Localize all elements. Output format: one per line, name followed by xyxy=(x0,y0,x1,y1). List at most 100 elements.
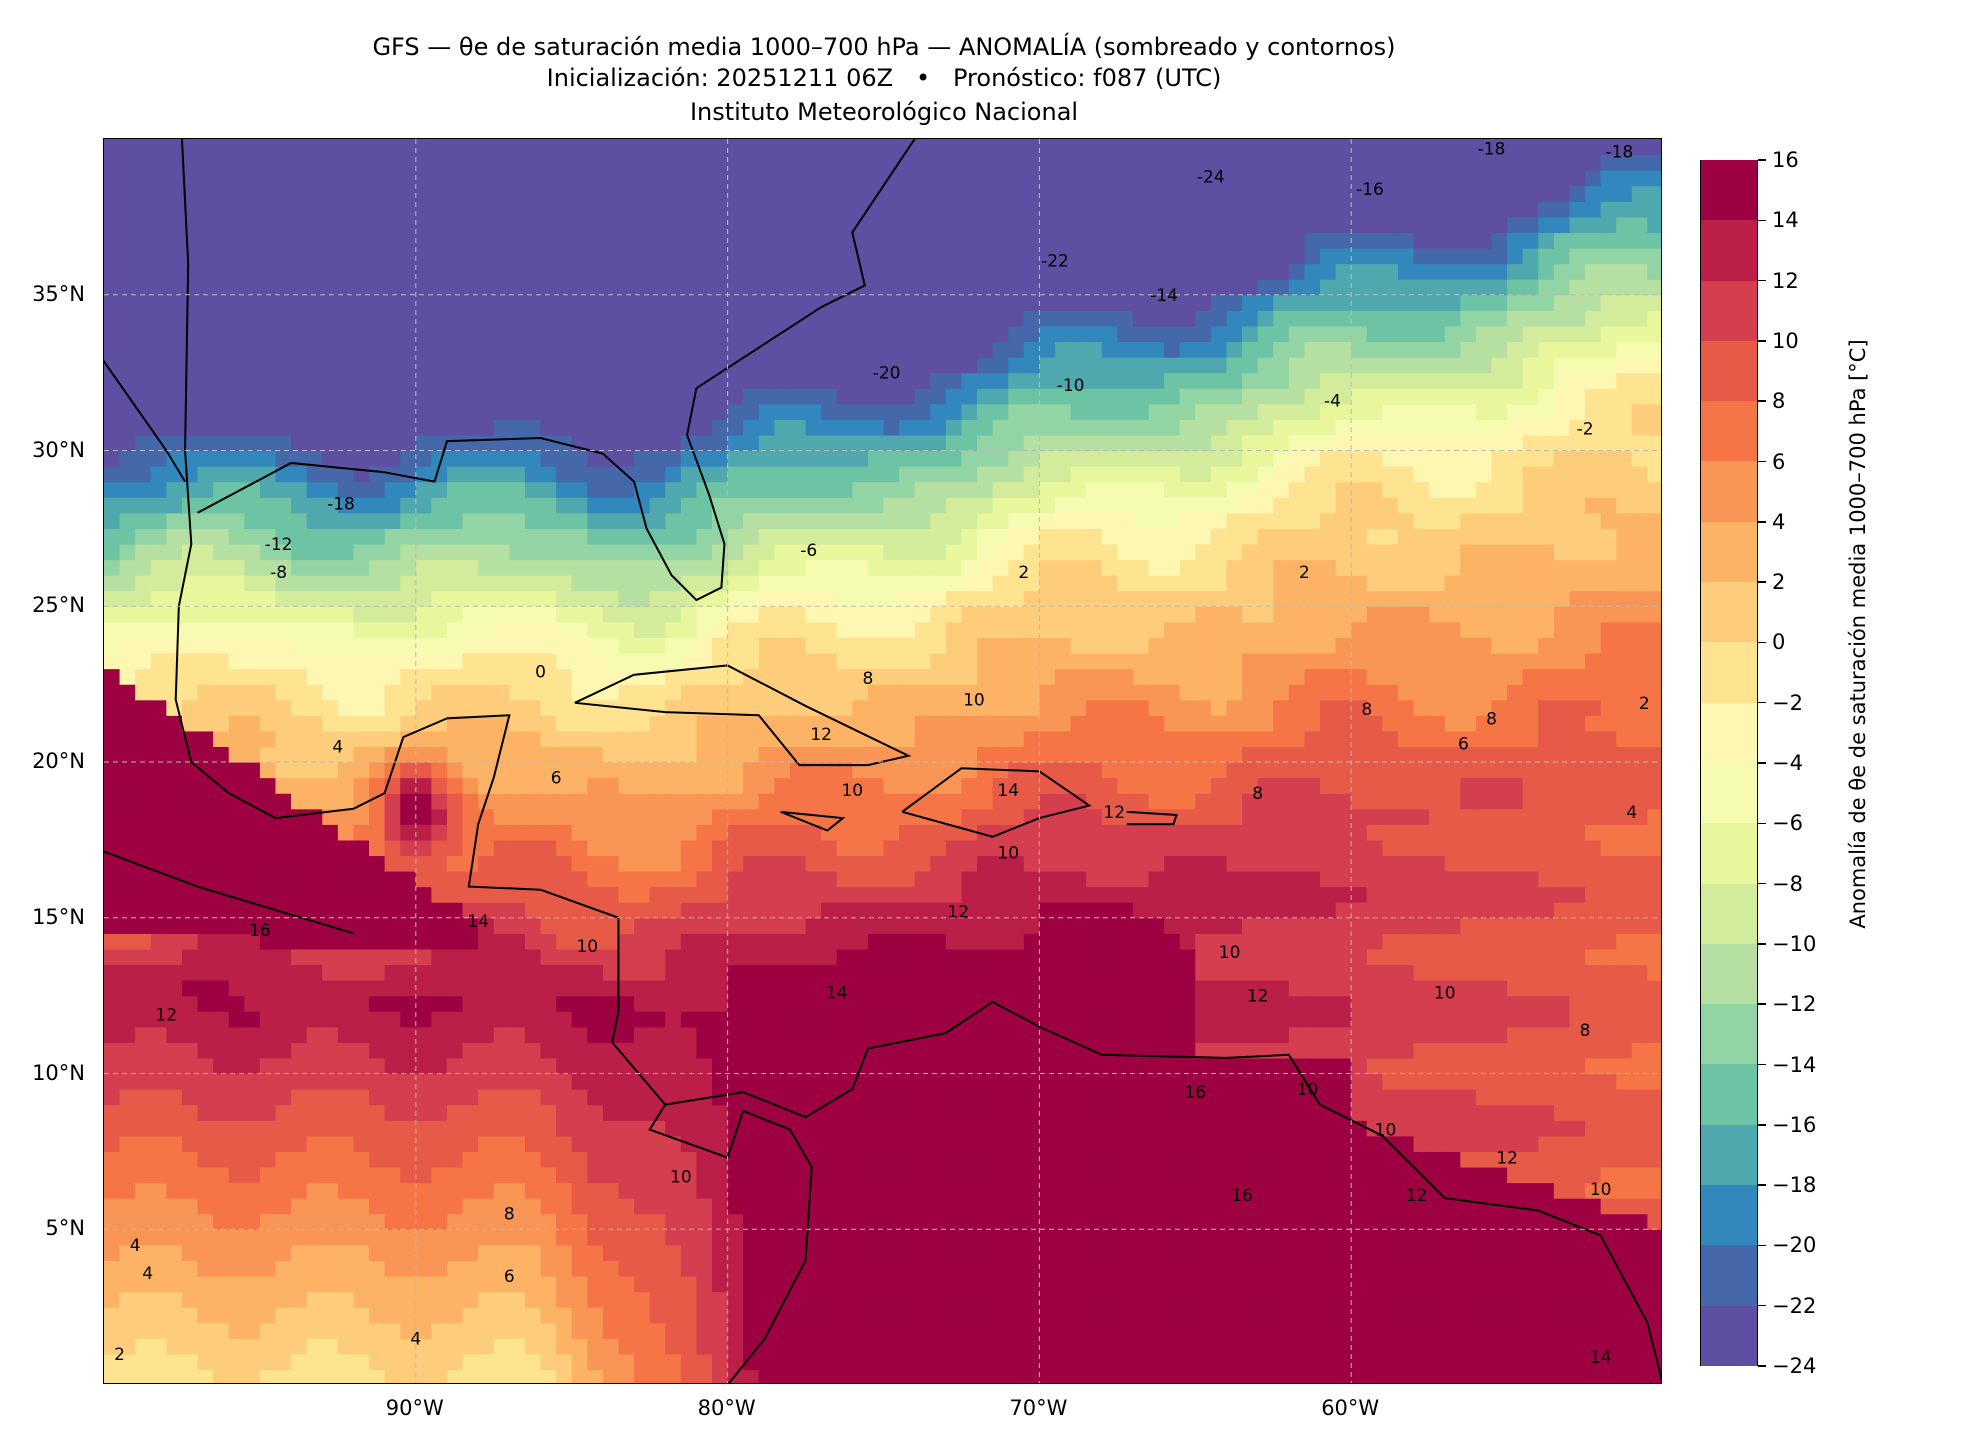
field-cell xyxy=(415,497,432,514)
field-cell xyxy=(275,1244,292,1261)
field-cell xyxy=(259,1229,277,1246)
field-cell xyxy=(634,606,651,623)
field-cell xyxy=(228,684,245,701)
field-cell xyxy=(852,917,869,934)
field-cell xyxy=(883,1307,900,1324)
field-cell xyxy=(618,715,635,732)
field-cell xyxy=(540,668,557,685)
field-cell xyxy=(665,917,682,934)
field-cell xyxy=(1070,1275,1087,1293)
field-cell xyxy=(446,1260,464,1277)
field-cell xyxy=(509,466,526,483)
field-cell xyxy=(181,372,199,389)
field-cell xyxy=(104,1089,121,1106)
field-cell xyxy=(680,139,698,156)
field-cell xyxy=(213,1291,230,1308)
field-cell xyxy=(587,170,604,187)
field-cell xyxy=(774,1011,791,1028)
field-cell xyxy=(680,746,698,763)
field-cell xyxy=(789,1198,807,1215)
field-cell xyxy=(571,497,588,514)
field-cell xyxy=(415,730,432,748)
field-cell xyxy=(119,1198,136,1215)
field-cell xyxy=(540,419,557,436)
field-cell xyxy=(556,466,573,483)
field-cell xyxy=(384,1353,401,1371)
field-cell xyxy=(852,466,869,483)
field-cell xyxy=(743,1026,760,1043)
field-cell xyxy=(104,933,121,950)
field-cell xyxy=(945,730,963,748)
field-cell xyxy=(1054,621,1072,638)
field-cell xyxy=(805,559,822,576)
field-cell xyxy=(322,575,339,592)
field-cell xyxy=(602,1322,620,1339)
field-cell xyxy=(1008,668,1025,685)
field-cell xyxy=(836,1338,853,1355)
field-cell xyxy=(369,528,386,545)
field-cell xyxy=(337,1057,355,1075)
field-cell xyxy=(446,917,464,934)
field-cell xyxy=(322,1291,339,1308)
field-cell xyxy=(166,170,183,187)
field-cell xyxy=(322,201,339,218)
field-cell xyxy=(1039,512,1056,529)
field-cell xyxy=(992,948,1009,966)
field-cell xyxy=(1054,512,1072,529)
field-cell xyxy=(1008,1307,1025,1324)
field-cell xyxy=(883,855,900,872)
field-cell xyxy=(883,1213,900,1230)
field-cell xyxy=(696,684,713,701)
field-cell xyxy=(181,839,199,857)
field-cell xyxy=(977,1057,994,1075)
field-cell xyxy=(743,1322,760,1339)
field-cell xyxy=(104,450,121,467)
field-cell xyxy=(743,1198,760,1215)
field-cell xyxy=(1008,294,1025,311)
field-cell xyxy=(213,1198,230,1215)
field-cell xyxy=(867,248,885,265)
field-cell xyxy=(977,684,994,701)
field-cell xyxy=(634,1166,651,1184)
field-cell xyxy=(696,1338,713,1355)
field-cell xyxy=(181,1353,199,1371)
field-cell xyxy=(181,886,199,903)
field-cell xyxy=(914,341,931,358)
field-cell xyxy=(166,481,183,498)
field-cell xyxy=(665,730,682,748)
field-cell xyxy=(805,139,822,156)
field-cell xyxy=(774,699,791,716)
field-cell xyxy=(259,762,277,779)
field-cell xyxy=(462,980,479,997)
field-cell xyxy=(789,886,807,903)
field-cell xyxy=(618,1166,635,1184)
field-cell xyxy=(758,839,775,857)
field-cell xyxy=(415,886,432,903)
field-cell xyxy=(930,855,947,872)
field-cell xyxy=(291,746,308,763)
field-cell xyxy=(992,325,1009,343)
field-cell xyxy=(680,1166,698,1184)
field-cell xyxy=(119,1104,136,1121)
field-cell xyxy=(930,201,947,218)
field-cell xyxy=(524,824,542,841)
field-cell xyxy=(446,263,464,280)
field-cell xyxy=(618,1291,635,1308)
field-cell xyxy=(135,699,152,716)
field-cell xyxy=(1023,621,1040,638)
field-cell xyxy=(696,1120,713,1137)
field-cell xyxy=(259,154,277,171)
field-cell xyxy=(306,1042,323,1059)
field-cell xyxy=(680,871,698,888)
field-cell xyxy=(836,512,853,529)
field-cell xyxy=(634,668,651,685)
field-cell xyxy=(852,699,869,716)
field-cell xyxy=(945,512,963,529)
field-cell xyxy=(774,528,791,545)
field-cell xyxy=(259,170,277,187)
field-cell xyxy=(712,637,729,654)
field-cell xyxy=(1023,855,1040,872)
field-cell xyxy=(181,216,199,234)
field-cell xyxy=(259,1275,277,1293)
field-cell xyxy=(384,1042,401,1059)
